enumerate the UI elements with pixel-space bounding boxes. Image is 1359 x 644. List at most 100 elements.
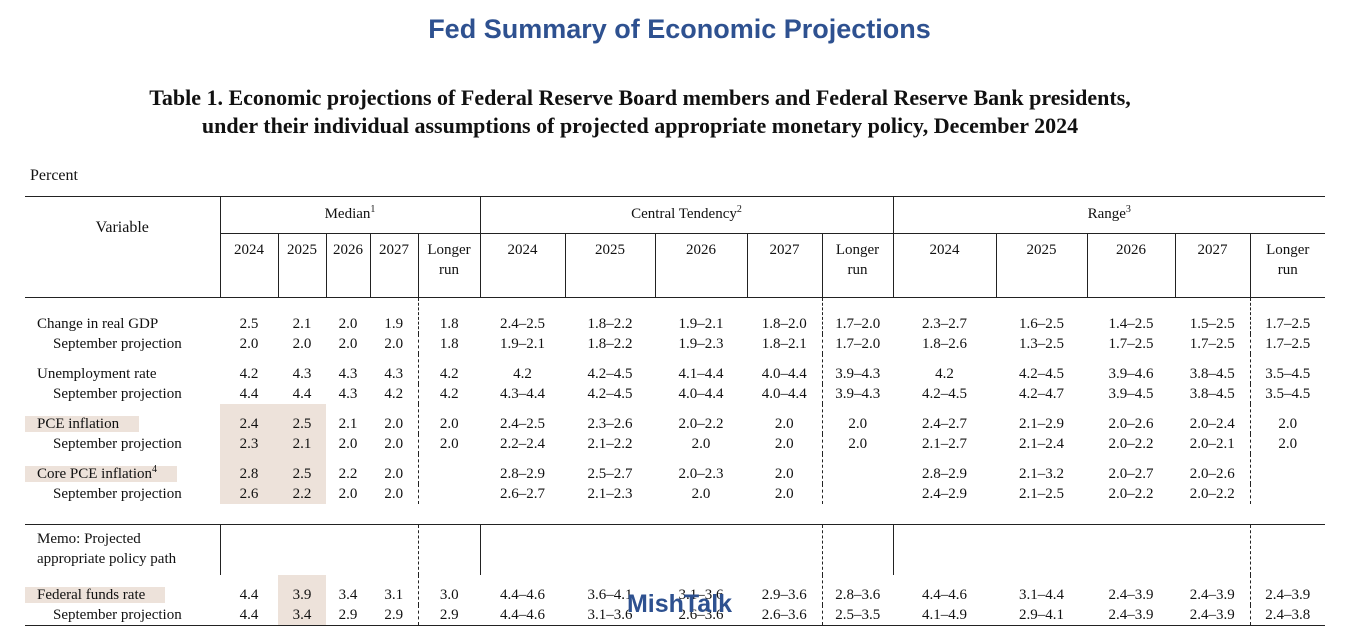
value-cell: 1.3–2.5 [1019,336,1064,352]
value-cell: 4.2 [417,384,480,404]
value-cell: 2.2–2.4 [500,436,545,452]
memo-cell [1175,525,1250,576]
value-cell: 3.5–4.5 [1249,354,1325,384]
value-cell: 4.2–4.5 [922,386,967,402]
value-cell: 2.0 [774,466,794,482]
value-cell: 2.9 [384,607,404,623]
footnote-mark: 2 [736,204,742,216]
value-cell: 2.2 [338,466,358,482]
data-row: September projection 2.3 2.1 2.0 2.0 2.0 2.2–2… [25,434,1325,454]
value-cell: 3.4 [338,587,358,603]
value-cell: 2.0 [821,404,893,434]
memo-label: Memo: Projected appropriate policy path [25,525,220,576]
data-row: Core PCE inflation4 2.8 2.5 2.2 2.0 2.8–2.9 2.… [25,454,1325,484]
value-cell [1249,484,1325,504]
value-cell: 4.0–4.4 [761,386,807,402]
value-cell: 2.0 [338,486,358,502]
page-title: Fed Summary of Economic Projections [428,14,931,44]
value-cell: 1.8–2.6 [922,336,967,352]
row-label: Federal funds rate [25,575,220,605]
value-cell: 2.1–3.2 [1019,466,1064,482]
value-cell: 1.9–2.1 [500,336,545,352]
value-cell: 2.0–2.2 [678,416,724,432]
value-cell: 1.8 [417,297,480,334]
value-cell: 2.5 [278,454,326,484]
memo-cell [821,524,893,575]
projections-table: Variable Median1 Central Tendency2 Range3 20… [25,196,1325,626]
value-cell: 2.0–2.6 [1108,416,1154,432]
label-text: PCE inflation [37,416,120,432]
row-label: Core PCE inflation4 [25,454,220,484]
value-cell: 2.3–2.7 [922,316,967,332]
value-cell: 4.3 [292,366,312,382]
row-label: September projection [25,605,220,626]
value-cell [417,454,480,484]
value-cell: 2.5 [239,316,259,332]
column-header: 2024 [892,233,996,298]
value-cell: 2.0 [774,486,794,502]
value-cell: 2.9–3.6 [761,587,807,603]
value-cell: 1.8–2.2 [587,316,633,332]
value-cell [821,484,893,504]
data-row: September projection 2.0 2.0 2.0 2.0 1.8 1.9–2… [25,334,1325,354]
value-cell: 4.4 [292,386,312,402]
value-cell: 2.4–3.8 [1249,605,1325,626]
value-cell: 4.4 [239,386,259,402]
memo-cell [219,524,278,575]
value-cell: 4.2–4.5 [1019,366,1064,382]
memo-cell [1087,525,1175,576]
column-header: Longer run [417,233,480,298]
value-cell: 2.6–3.6 [761,607,807,623]
row-label-text: September projection [53,486,182,502]
value-cell [417,484,480,504]
group-header-row: Variable Median1 Central Tendency2 Range3 [25,196,1325,236]
value-cell: 2.0–2.2 [1189,486,1235,502]
value-cell: 2.0 [384,486,404,502]
value-cell: 2.0 [691,436,711,452]
column-header: 2026 [1086,233,1175,298]
value-cell: 4.1–4.4 [678,366,724,382]
value-cell: 1.8–2.0 [761,316,807,332]
group-header: Range3 [892,196,1325,234]
value-cell: 2.0 [384,436,404,452]
memo-cell [565,525,655,576]
value-cell: 2.0 [338,436,358,452]
row-label-text: PCE inflation [25,416,140,432]
value-cell: 1.5–2.5 [1189,316,1235,332]
value-cell: 1.8–2.2 [587,336,633,352]
value-cell: 2.0–2.2 [1108,436,1154,452]
value-cell: 3.9–4.3 [821,354,893,384]
memo-line: Memo: Projected [37,531,141,547]
memo-row: Memo: Projected appropriate policy path [25,524,1325,576]
column-header: 2027 [369,233,418,298]
label-text: September projection [53,386,182,402]
value-cell: 2.4–3.9 [1108,607,1154,623]
value-cell: 2.0 [292,336,312,352]
row-label: September projection [25,484,220,504]
row-label-text: September projection [53,436,182,452]
value-cell: 4.3 [338,366,358,382]
table-body: Change in real GDP 2.5 2.1 2.0 1.9 1.8 2.4–2.5… [25,297,1325,626]
value-cell: 4.4–4.6 [500,607,545,623]
value-cell: 4.3–4.4 [500,386,545,402]
caption-line: under their individual assumptions of pr… [201,113,1079,138]
value-cell: 2.4–2.7 [922,416,967,432]
value-cell: 2.0–2.1 [1189,436,1235,452]
data-row: PCE inflation 2.4 2.5 2.1 2.0 2.0 2.4–2.5 2.3–2… [25,404,1325,434]
value-cell: 2.0 [1249,434,1325,454]
value-cell: 1.9–2.1 [678,316,724,332]
row-label-text: Change in real GDP [37,316,158,332]
value-cell: 4.4 [239,607,259,623]
caption-line: Table 1. Economic projections of Federal… [149,85,1131,110]
data-row: Change in real GDP 2.5 2.1 2.0 1.9 1.8 2.4–2.5… [25,297,1325,334]
value-cell: 4.0–4.4 [678,386,724,402]
memo-cell [1249,524,1325,575]
column-header: 2024 [479,233,565,298]
value-cell: 4.2 [935,366,954,382]
value-cell: 4.2 [417,354,480,384]
value-cell: 1.7–2.5 [1249,334,1325,354]
value-cell: 2.0 [821,434,893,454]
data-row: September projection 4.4 3.4 2.9 2.9 2.9 4.4–4… [25,605,1325,626]
value-cell: 3.1–4.4 [1019,587,1064,603]
value-cell: 2.8–2.9 [922,466,967,482]
